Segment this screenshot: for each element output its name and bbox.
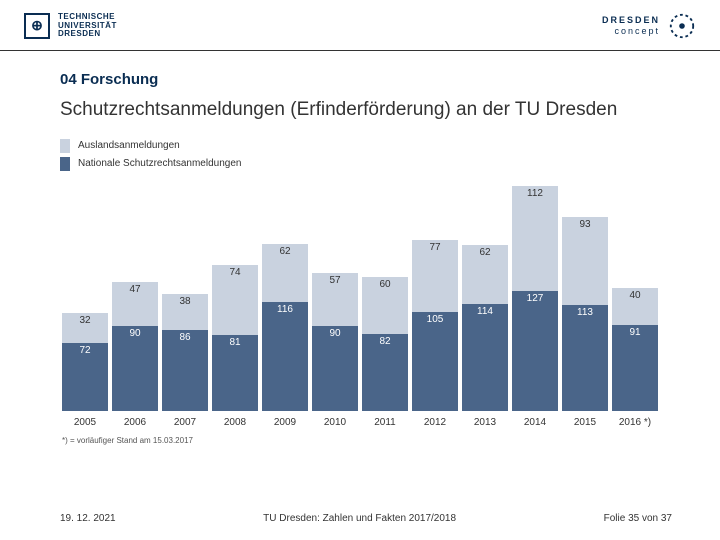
bar-value-ausland: 112 (512, 188, 558, 199)
bar-column: 40 91 (612, 288, 658, 411)
xaxis-label: 2007 (162, 417, 208, 428)
section-label: 04 Forschung (60, 71, 660, 88)
bar-value-national: 114 (462, 306, 508, 317)
bar-value-national: 81 (212, 337, 258, 348)
bar-segment-national: 114 (462, 304, 508, 411)
bar-column: 38 86 (162, 294, 208, 410)
bar-value-ausland: 32 (62, 315, 108, 326)
bar-segment-ausland: 77 (412, 240, 458, 312)
bar-value-ausland: 62 (462, 247, 508, 258)
xaxis-label: 2009 (262, 417, 308, 428)
bar-segment-ausland: 57 (312, 273, 358, 327)
bar-value-ausland: 60 (362, 279, 408, 290)
bar-value-national: 82 (362, 336, 408, 347)
bar-value-national: 127 (512, 293, 558, 304)
bar-column: 32 72 (62, 313, 108, 411)
xaxis-label: 2010 (312, 417, 358, 428)
bar-column: 62 116 (262, 244, 308, 411)
bar-value-national: 116 (262, 304, 308, 315)
concept-icon (668, 12, 696, 40)
xaxis-label: 2012 (412, 417, 458, 428)
bar-segment-national: 127 (512, 291, 558, 410)
bar-value-ausland: 38 (162, 296, 208, 307)
slide-content: 04 Forschung Schutzrechtsanmeldungen (Er… (0, 51, 720, 445)
xaxis-label: 2013 (462, 417, 508, 428)
slide-footer: 19. 12. 2021 TU Dresden: Zahlen und Fakt… (60, 513, 672, 524)
bar-column: 93 113 (562, 217, 608, 410)
chart-legend: Auslandsanmeldungen Nationale Schutzrech… (60, 139, 660, 171)
bar-segment-national: 116 (262, 302, 308, 411)
bar-segment-national: 91 (612, 325, 658, 410)
bar-value-national: 86 (162, 332, 208, 343)
legend-national: Nationale Schutzrechtsanmeldungen (60, 157, 660, 171)
bar-value-ausland: 57 (312, 275, 358, 286)
tu-logo-icon: ⊕ (24, 13, 50, 39)
bar-segment-ausland: 112 (512, 186, 558, 291)
xaxis-label: 2016 *) (612, 417, 658, 428)
bar-value-national: 113 (562, 307, 608, 318)
bar-value-ausland: 77 (412, 242, 458, 253)
xaxis-label: 2014 (512, 417, 558, 428)
slide-header: ⊕ TECHNISCHE UNIVERSITÄT DRESDEN DRESDEN… (0, 0, 720, 51)
bar-value-ausland: 74 (212, 267, 258, 278)
chart-xaxis: 2005 2006 2007 2008 2009 2010 2011 2012 2013 2014… (60, 411, 660, 428)
footer-date: 19. 12. 2021 (60, 513, 116, 524)
bar-column: 62 114 (462, 245, 508, 410)
swatch-national (60, 157, 70, 171)
bar-column: 112 127 (512, 186, 558, 410)
concept-text: DRESDEN concept (602, 15, 660, 37)
tu-logo-text: TECHNISCHE UNIVERSITÄT DRESDEN (58, 13, 117, 39)
bar-segment-national: 113 (562, 305, 608, 411)
bar-segment-national: 86 (162, 330, 208, 411)
bar-segment-ausland: 47 (112, 282, 158, 326)
swatch-ausland (60, 139, 70, 153)
chart-footnote: *) = vorläufiger Stand am 15.03.2017 (60, 436, 660, 445)
tu-dresden-logo: ⊕ TECHNISCHE UNIVERSITÄT DRESDEN (24, 13, 117, 39)
bar-segment-ausland: 62 (262, 244, 308, 302)
bar-value-ausland: 93 (562, 219, 608, 230)
bar-segment-ausland: 74 (212, 265, 258, 334)
bar-value-ausland: 47 (112, 284, 158, 295)
bar-value-ausland: 62 (262, 246, 308, 257)
bar-segment-national: 90 (312, 326, 358, 410)
stacked-bar-chart: 32 72 47 90 38 86 74 81 62 116 57 90 60 82 77 105 62 114 1… (60, 181, 660, 411)
bar-segment-national: 105 (412, 312, 458, 411)
bar-segment-ausland: 32 (62, 313, 108, 343)
bar-segment-ausland: 38 (162, 294, 208, 330)
slide-title: Schutzrechtsanmeldungen (Erfinderförderu… (60, 98, 660, 123)
bar-value-national: 105 (412, 314, 458, 325)
bar-segment-national: 81 (212, 335, 258, 411)
bar-column: 77 105 (412, 240, 458, 411)
legend-national-label: Nationale Schutzrechtsanmeldungen (78, 158, 241, 169)
footer-page: Folie 35 von 37 (604, 513, 672, 524)
xaxis-label: 2008 (212, 417, 258, 428)
bar-segment-ausland: 40 (612, 288, 658, 326)
bar-value-ausland: 40 (612, 290, 658, 301)
bar-segment-national: 82 (362, 334, 408, 411)
bar-segment-ausland: 60 (362, 277, 408, 333)
bar-segment-ausland: 62 (462, 245, 508, 303)
bar-value-national: 72 (62, 345, 108, 356)
bar-value-national: 90 (112, 328, 158, 339)
bar-column: 60 82 (362, 277, 408, 410)
bar-segment-national: 72 (62, 343, 108, 411)
bar-column: 47 90 (112, 282, 158, 411)
bar-segment-national: 90 (112, 326, 158, 410)
dresden-concept-logo: DRESDEN concept (602, 12, 696, 40)
bar-column: 57 90 (312, 273, 358, 411)
bar-value-national: 90 (312, 328, 358, 339)
xaxis-label: 2011 (362, 417, 408, 428)
bar-value-national: 91 (612, 327, 658, 338)
legend-ausland-label: Auslandsanmeldungen (78, 140, 180, 151)
legend-ausland: Auslandsanmeldungen (60, 139, 660, 153)
xaxis-label: 2006 (112, 417, 158, 428)
xaxis-label: 2005 (62, 417, 108, 428)
footer-center: TU Dresden: Zahlen und Fakten 2017/2018 (263, 513, 456, 524)
bar-column: 74 81 (212, 265, 258, 411)
bar-segment-ausland: 93 (562, 217, 608, 304)
xaxis-label: 2015 (562, 417, 608, 428)
